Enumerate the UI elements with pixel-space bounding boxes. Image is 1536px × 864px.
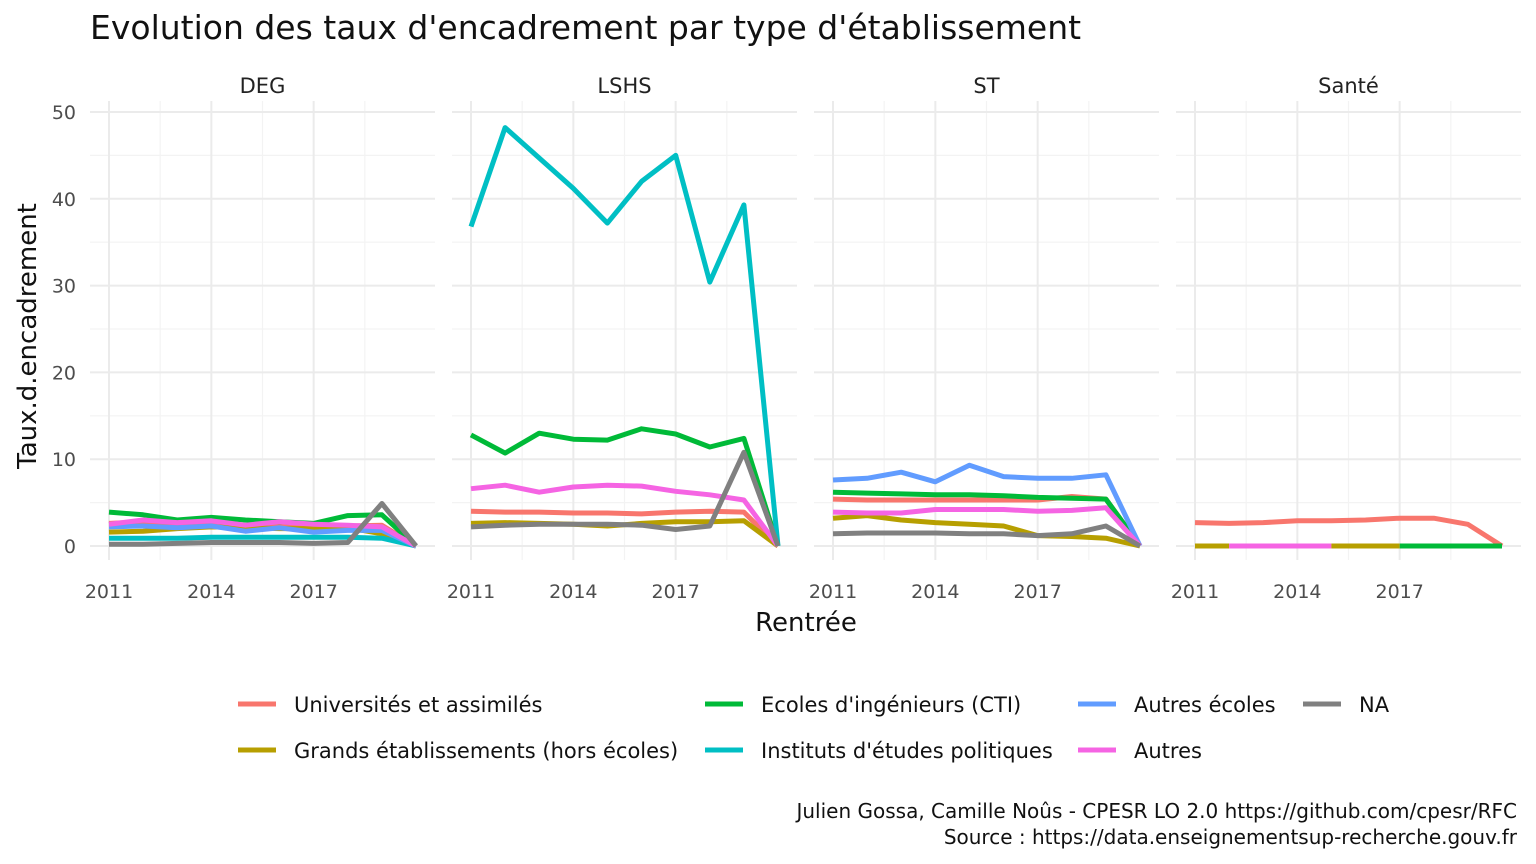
legend-label: Instituts d'études politiques (761, 739, 1053, 763)
y-tick-label: 10 (52, 449, 76, 471)
x-tick-label: 2014 (187, 581, 235, 603)
chart-title: Evolution des taux d'encadrement par typ… (90, 8, 1081, 47)
y-tick-label: 40 (52, 189, 76, 211)
caption-source: Source : https://data.enseignementsup-re… (944, 825, 1518, 849)
facet-panel-Santé: Santé 2011 2014 2017 (1171, 74, 1521, 603)
legend-label: NA (1359, 693, 1390, 717)
series-line (109, 501, 418, 548)
series-line (470, 482, 781, 548)
x-tick-label: 2014 (911, 581, 959, 603)
y-tick-label: 50 (52, 102, 76, 124)
legend-label: Autres écoles (1134, 693, 1276, 717)
y-axis-title: Taux.d.encadrement (13, 203, 43, 470)
x-tick-label: 2017 (1375, 581, 1423, 603)
series-line (832, 462, 1143, 548)
x-tick-label: 2017 (1013, 581, 1061, 603)
x-tick-label: 2011 (447, 581, 495, 603)
x-tick-label: 2017 (289, 581, 337, 603)
x-tick-label: 2011 (85, 581, 133, 603)
y-axis: 0 10 20 30 40 50 (52, 102, 76, 558)
series-line (1194, 515, 1504, 549)
legend-label: Universités et assimilés (294, 693, 542, 717)
x-tick-label: 2014 (549, 581, 597, 603)
series-line (470, 508, 780, 548)
series-line (470, 449, 781, 547)
series-line (832, 489, 1143, 548)
series-line (468, 125, 781, 547)
facet-panel-ST: ST 2011 2014 2017 (809, 74, 1159, 603)
legend: Universités et assimilés Grands établisse… (238, 693, 1390, 763)
facet-label: ST (973, 74, 999, 98)
legend-item: Autres écoles (1078, 693, 1276, 717)
legend-item: NA (1303, 693, 1390, 717)
series-line (832, 505, 1142, 548)
series-line (109, 534, 417, 549)
legend-item: Ecoles d'ingénieurs (CTI) (705, 693, 1021, 717)
x-axis-title: Rentrée (755, 608, 857, 638)
facet-label: DEG (240, 74, 286, 98)
series-line (108, 509, 418, 548)
legend-item: Instituts d'études politiques (705, 739, 1053, 763)
x-tick-label: 2011 (1171, 581, 1219, 603)
series-line (469, 426, 781, 547)
x-tick-label: 2017 (651, 581, 699, 603)
caption-credit: Julien Gossa, Camille Noûs - CPESR LO 2.… (794, 799, 1517, 823)
x-tick-label: 2011 (809, 581, 857, 603)
legend-item: Autres (1078, 739, 1202, 763)
legend-label: Autres (1134, 739, 1202, 763)
series-line (108, 523, 418, 549)
series-line (832, 523, 1142, 549)
facet-label: LSHS (597, 74, 651, 98)
series-line (832, 513, 1141, 549)
legend-item: Grands établissements (hors écoles) (238, 739, 678, 763)
y-tick-label: 30 (52, 276, 76, 298)
y-tick-label: 0 (64, 536, 76, 558)
legend-label: Grands établissements (hors écoles) (294, 739, 678, 763)
legend-label: Ecoles d'ingénieurs (CTI) (761, 693, 1021, 717)
facet-panel-DEG: DEG 2011 2014 2017 (85, 74, 435, 603)
x-tick-label: 2014 (1273, 581, 1321, 603)
legend-item: Universités et assimilés (238, 693, 542, 717)
facet-panel-LSHS: LSHS 2011 2014 2017 (447, 74, 797, 603)
facet-label: Santé (1318, 74, 1379, 98)
y-tick-label: 20 (52, 362, 76, 384)
